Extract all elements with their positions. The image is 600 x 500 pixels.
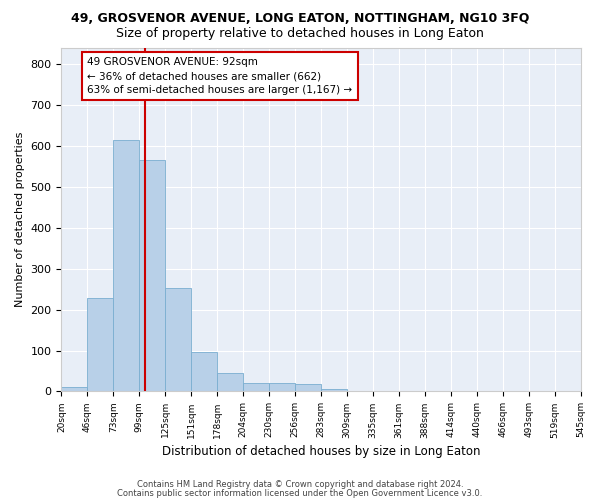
Y-axis label: Number of detached properties: Number of detached properties bbox=[15, 132, 25, 307]
Bar bbox=[113, 140, 139, 392]
Bar bbox=[295, 384, 321, 392]
Bar bbox=[88, 298, 113, 392]
Text: 49, GROSVENOR AVENUE, LONG EATON, NOTTINGHAM, NG10 3FQ: 49, GROSVENOR AVENUE, LONG EATON, NOTTIN… bbox=[71, 12, 529, 26]
Bar bbox=[321, 388, 347, 392]
Text: Size of property relative to detached houses in Long Eaton: Size of property relative to detached ho… bbox=[116, 28, 484, 40]
Bar bbox=[191, 352, 217, 392]
Text: Contains HM Land Registry data © Crown copyright and database right 2024.: Contains HM Land Registry data © Crown c… bbox=[137, 480, 463, 489]
Bar bbox=[243, 384, 269, 392]
Bar bbox=[269, 384, 295, 392]
Text: Contains public sector information licensed under the Open Government Licence v3: Contains public sector information licen… bbox=[118, 488, 482, 498]
X-axis label: Distribution of detached houses by size in Long Eaton: Distribution of detached houses by size … bbox=[162, 444, 480, 458]
Bar bbox=[61, 388, 88, 392]
Bar bbox=[139, 160, 165, 392]
Bar bbox=[217, 374, 243, 392]
Text: 49 GROSVENOR AVENUE: 92sqm
← 36% of detached houses are smaller (662)
63% of sem: 49 GROSVENOR AVENUE: 92sqm ← 36% of deta… bbox=[88, 57, 352, 95]
Bar bbox=[165, 288, 191, 392]
